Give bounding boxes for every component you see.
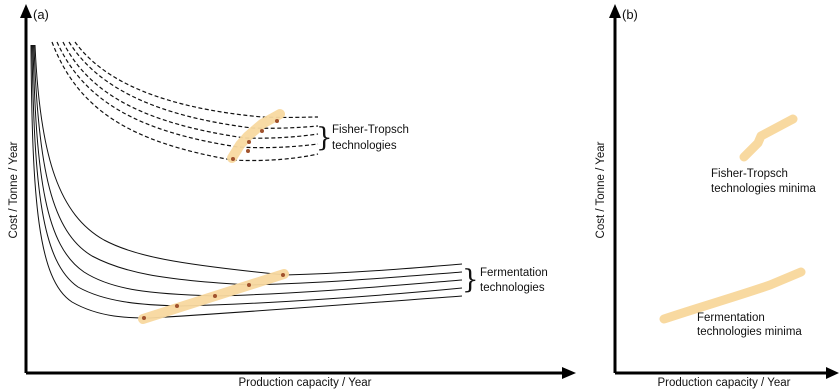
fermentation-minimum-point [175, 304, 179, 308]
ft-curve-3 [62, 41, 319, 139]
fermentation-curve-2 [31, 44, 463, 307]
fermentation-minimum-point [281, 273, 285, 277]
fermentation-curve-3 [32, 44, 463, 297]
ft-curve-1 [51, 41, 319, 162]
panel-a-label: (a) [33, 7, 49, 22]
ft-minimum-point [275, 119, 279, 123]
ft-curve-4 [68, 41, 319, 129]
fermentation-brace: } [462, 265, 479, 295]
fermentation-minima-trace [659, 267, 806, 324]
fermentation-minima-points [142, 273, 285, 320]
ft-minima-label-line2: technologies minima [711, 183, 816, 195]
fermentation-label-line2: technologies [480, 282, 545, 294]
fermentation-curve-1 [30, 44, 463, 319]
fermentation-minimum-point [247, 283, 251, 287]
ft-label-line2: technologies [332, 140, 397, 152]
fermentation-minima-label-line1: Fermentation [697, 312, 765, 324]
fermentation-curve-4 [33, 44, 463, 286]
panel-b-y-arrow [609, 4, 621, 18]
ft-minimum-point [231, 157, 235, 161]
panel-b-x-arrow [826, 367, 839, 379]
ft-curve-2 [56, 41, 319, 149]
ft-minima-trace [739, 114, 798, 162]
panel-a-y-axis-label: Cost / Tonne / Year [8, 141, 20, 238]
panel-a-x-arrow [562, 367, 576, 379]
ft-minimum-point [246, 149, 250, 153]
fermentation-curves [30, 44, 463, 319]
ft-curves [51, 41, 319, 162]
panel-b-y-axis-label: Cost / Tonne / Year [595, 141, 607, 238]
ft-minimum-point [247, 140, 251, 144]
panel-b: (b) Production capacity / Year Cost / To… [595, 4, 839, 389]
ft-minima-label-line1: Fisher-Tropsch [711, 168, 788, 180]
fermentation-curve-5 [34, 44, 463, 276]
ft-brace: } [316, 123, 333, 153]
fermentation-label-line1: Fermentation [480, 267, 548, 279]
fermentation-minimum-point [142, 316, 146, 320]
ft-minimum-point [260, 129, 264, 133]
ft-curve-5 [74, 41, 319, 119]
panel-a: (a) Production capacity / Year Cost / To… [8, 4, 576, 389]
fermentation-minimum-point [213, 294, 217, 298]
panel-b-label: (b) [622, 7, 638, 22]
panel-b-x-axis-label: Production capacity / Year [658, 377, 791, 389]
panel-a-x-axis-label: Production capacity / Year [239, 377, 372, 389]
ft-label-line1: Fisher-Tropsch [332, 124, 409, 136]
panel-a-y-arrow [20, 4, 32, 18]
fermentation-minima-label-line2: technologies minima [697, 326, 802, 338]
ft-minima-points [231, 119, 279, 161]
ft-minima-band [227, 109, 285, 163]
